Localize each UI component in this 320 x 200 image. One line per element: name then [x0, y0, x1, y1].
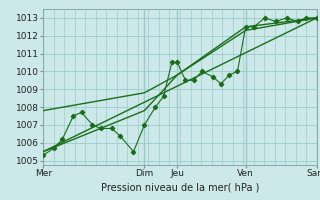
X-axis label: Pression niveau de la mer( hPa ): Pression niveau de la mer( hPa ): [101, 182, 259, 192]
